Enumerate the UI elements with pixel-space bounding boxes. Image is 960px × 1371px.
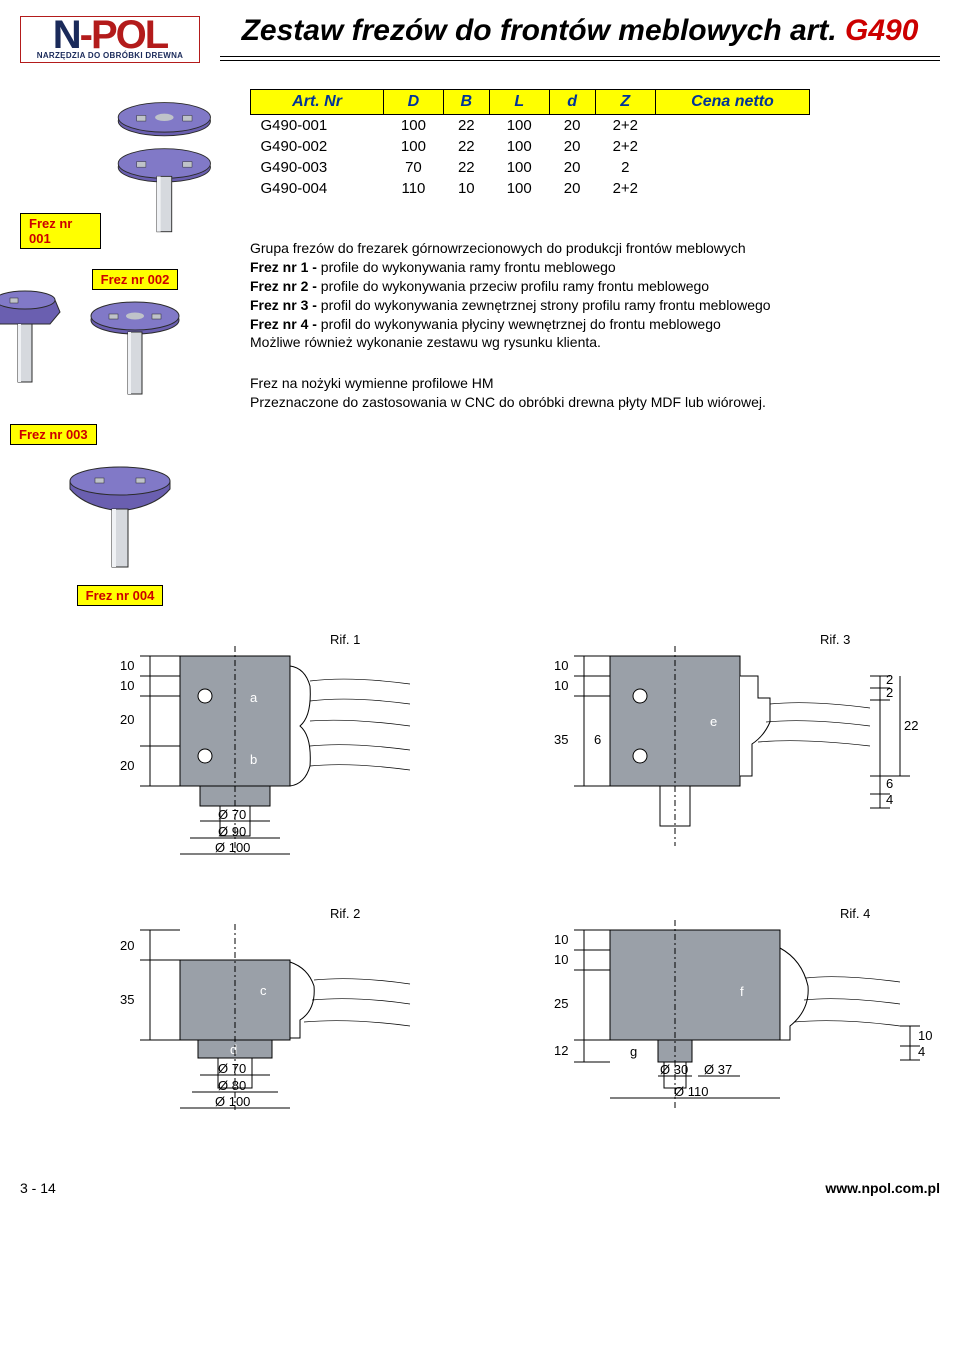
cutter-001-label: Frez nr 001 — [20, 213, 101, 249]
table-row: G490-003 70 22 100 20 2 — [251, 157, 810, 178]
page-title-text: Zestaw frezów do frontów meblowych art. — [242, 14, 845, 47]
svg-text:10: 10 — [120, 658, 134, 673]
cutter-003-label: Frez nr 003 — [10, 424, 97, 445]
th-z: Z — [595, 90, 655, 115]
table-row: G490-002 100 22 100 20 2+2 — [251, 136, 810, 157]
footer-url: www.npol.com.pl — [825, 1180, 940, 1196]
cutter-images-column: Frez nr 001 — [20, 89, 220, 606]
svg-text:10: 10 — [554, 678, 568, 693]
svg-text:d: d — [230, 1042, 237, 1057]
spec-table: Art. Nr D B L d Z Cena netto G490-001 10… — [250, 89, 810, 199]
svg-text:b: b — [250, 752, 257, 767]
svg-text:10: 10 — [554, 952, 568, 967]
page-footer: 3 - 14 www.npol.com.pl — [20, 1180, 940, 1196]
desc2-a: Frez na nożyki wymienne profilowe HM — [250, 374, 940, 393]
svg-text:10: 10 — [554, 658, 568, 673]
svg-text:20: 20 — [120, 758, 134, 773]
svg-text:12: 12 — [554, 1043, 568, 1058]
svg-text:e: e — [710, 714, 717, 729]
logo-subtitle: NARZĘDZIA DO OBRÓBKI DREWNA — [25, 51, 195, 60]
page-title-code: G490 — [845, 14, 918, 47]
svg-text:35: 35 — [120, 992, 134, 1007]
svg-text:Rif. 4: Rif. 4 — [840, 906, 870, 921]
svg-text:Ø 80: Ø 80 — [218, 1078, 246, 1093]
svg-text:Rif. 3: Rif. 3 — [820, 632, 850, 647]
diagram-rif4: Rif. 4 f g — [540, 900, 940, 1140]
th-l: L — [489, 90, 549, 115]
cutter-004-image — [55, 459, 185, 579]
page-number: 3 - 14 — [20, 1180, 56, 1196]
th-dd: d — [549, 90, 595, 115]
svg-text:4: 4 — [918, 1044, 925, 1059]
svg-text:g: g — [630, 1044, 637, 1059]
svg-text:Ø 100: Ø 100 — [215, 840, 250, 855]
cutter-002-image — [85, 294, 185, 404]
svg-text:Ø 110: Ø 110 — [674, 1084, 708, 1099]
svg-text:c: c — [260, 983, 267, 998]
svg-text:35: 35 — [554, 732, 568, 747]
svg-text:4: 4 — [886, 792, 893, 807]
th-b: B — [443, 90, 489, 115]
th-d: D — [384, 90, 444, 115]
svg-text:Ø 100: Ø 100 — [215, 1094, 250, 1109]
th-cena: Cena netto — [655, 90, 809, 115]
cutter-001-image — [109, 89, 220, 249]
diagram-rif2: Rif. 2 c d — [100, 900, 500, 1140]
svg-text:Rif. 1: Rif. 1 — [330, 632, 360, 647]
svg-text:Ø 37: Ø 37 — [704, 1062, 732, 1077]
cutter-002-label: Frez nr 002 — [92, 269, 179, 290]
svg-text:Ø 70: Ø 70 — [218, 1061, 246, 1076]
cutter-004-label: Frez nr 004 — [77, 585, 164, 606]
cutter-003-image — [0, 282, 75, 392]
diagram-rif1: Rif. 1 a b — [100, 626, 500, 876]
table-row: G490-001 100 22 100 20 2+2 — [251, 115, 810, 137]
svg-text:Ø 30: Ø 30 — [660, 1062, 688, 1077]
table-row: G490-004 110 10 100 20 2+2 — [251, 178, 810, 199]
page-title: Zestaw frezów do frontów meblowych art. … — [220, 10, 940, 57]
svg-text:20: 20 — [120, 938, 134, 953]
svg-text:f: f — [740, 984, 744, 999]
svg-text:6: 6 — [594, 732, 601, 747]
svg-text:2: 2 — [886, 685, 893, 700]
desc2-b: Przeznaczone do zastosowania w CNC do ob… — [250, 393, 940, 412]
desc-lead: Grupa frezów do frezarek górnowrzecionow… — [250, 239, 940, 258]
svg-text:Ø 90: Ø 90 — [218, 824, 246, 839]
th-art: Art. Nr — [251, 90, 384, 115]
svg-text:10: 10 — [120, 678, 134, 693]
logo: N-POL NARZĘDZIA DO OBRÓBKI DREWNA — [20, 10, 200, 63]
svg-text:20: 20 — [120, 712, 134, 727]
technical-diagrams: Rif. 1 a b — [100, 626, 940, 1140]
svg-text:6: 6 — [886, 776, 893, 791]
svg-text:10: 10 — [554, 932, 568, 947]
description-block: Grupa frezów do frezarek górnowrzecionow… — [250, 239, 940, 412]
svg-text:10: 10 — [918, 1028, 932, 1043]
svg-text:Rif. 2: Rif. 2 — [330, 906, 360, 921]
svg-text:22: 22 — [904, 718, 918, 733]
diagram-rif3: Rif. 3 e — [540, 626, 940, 876]
svg-text:a: a — [250, 690, 258, 705]
svg-text:25: 25 — [554, 996, 568, 1011]
svg-text:Ø 70: Ø 70 — [218, 807, 246, 822]
